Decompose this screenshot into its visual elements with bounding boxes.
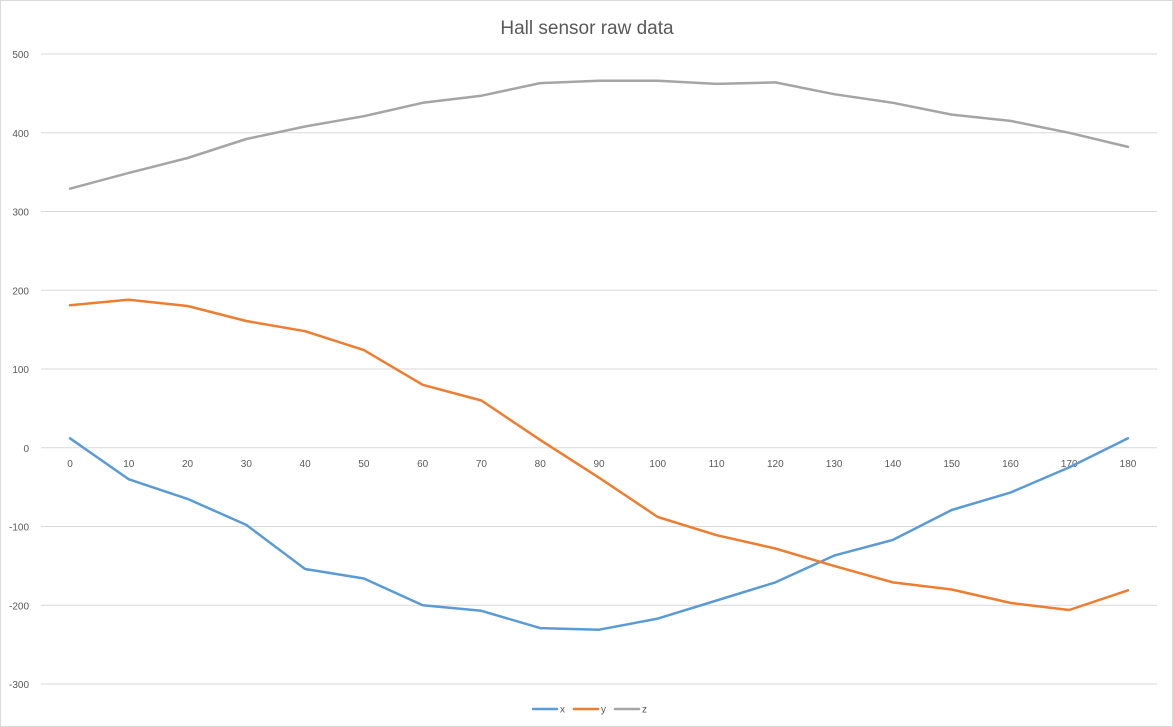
- x-tick-label: 70: [476, 459, 488, 470]
- y-tick-label: 500: [12, 50, 29, 61]
- x-tick-label: 10: [123, 459, 135, 470]
- y-tick-label: 100: [12, 365, 29, 376]
- y-tick-label: 200: [12, 286, 29, 297]
- x-tick-label: 80: [535, 459, 547, 470]
- x-tick-label: 160: [1002, 459, 1019, 470]
- y-axis-tick-labels: -300 -200 -100 0 100 200 300 400 500: [9, 50, 29, 691]
- y-tick-label: 300: [12, 208, 29, 219]
- x-tick-label: 40: [300, 459, 312, 470]
- x-tick-label: 100: [649, 459, 666, 470]
- y-tick-label: -300: [9, 680, 29, 691]
- x-tick-label: 30: [241, 459, 253, 470]
- legend: x y z: [531, 705, 647, 716]
- series-lines: [68, 79, 1130, 631]
- x-tick-label: 140: [885, 459, 902, 470]
- series-line-x: [68, 437, 1130, 631]
- x-tick-label: 180: [1120, 459, 1137, 470]
- x-tick-label: 60: [417, 459, 429, 470]
- gridlines: [41, 53, 1157, 685]
- x-tick-label: 0: [67, 459, 73, 470]
- series-line-z: [68, 79, 1130, 190]
- legend-label-x: x: [560, 705, 565, 716]
- x-axis-tick-labels: 0 10 20 30 40 50 60 70 80 90 100 110 120 130 140 150 160…: [67, 459, 1137, 470]
- y-tick-label: -200: [9, 601, 29, 612]
- x-tick-label: 110: [709, 459, 725, 470]
- x-tick-label: 170: [1061, 459, 1078, 470]
- y-tick-label: 0: [23, 444, 29, 455]
- x-tick-label: 90: [593, 459, 605, 470]
- x-tick-label: 50: [358, 459, 370, 470]
- legend-label-y: y: [601, 705, 606, 716]
- y-tick-label: 400: [12, 129, 29, 140]
- x-tick-label: 20: [182, 459, 194, 470]
- x-tick-label: 150: [943, 459, 960, 470]
- series-line-y: [68, 298, 1130, 612]
- x-tick-label: 130: [826, 459, 843, 470]
- y-tick-label: -100: [9, 523, 29, 534]
- chart-title: Hall sensor raw data: [500, 18, 674, 39]
- x-tick-label: 120: [767, 459, 784, 470]
- legend-label-z: z: [642, 705, 647, 716]
